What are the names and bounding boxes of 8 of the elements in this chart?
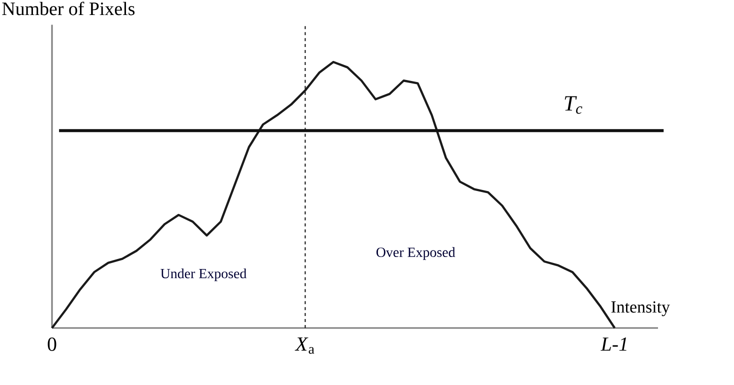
x-tick-label: 0 — [48, 338, 56, 351]
ref-line-label: T$_{c}$ — [564, 96, 582, 114]
annotation: Under Exposed — [160, 268, 247, 282]
x-tick-label: L-1 — [600, 338, 626, 351]
y-axis-title: Number of Pixels — [2, 2, 135, 16]
x-tick-label: X$_{a}$ — [294, 338, 314, 354]
annotation: Over Exposed — [376, 247, 456, 260]
x-axis-title: Intensity — [611, 301, 670, 316]
